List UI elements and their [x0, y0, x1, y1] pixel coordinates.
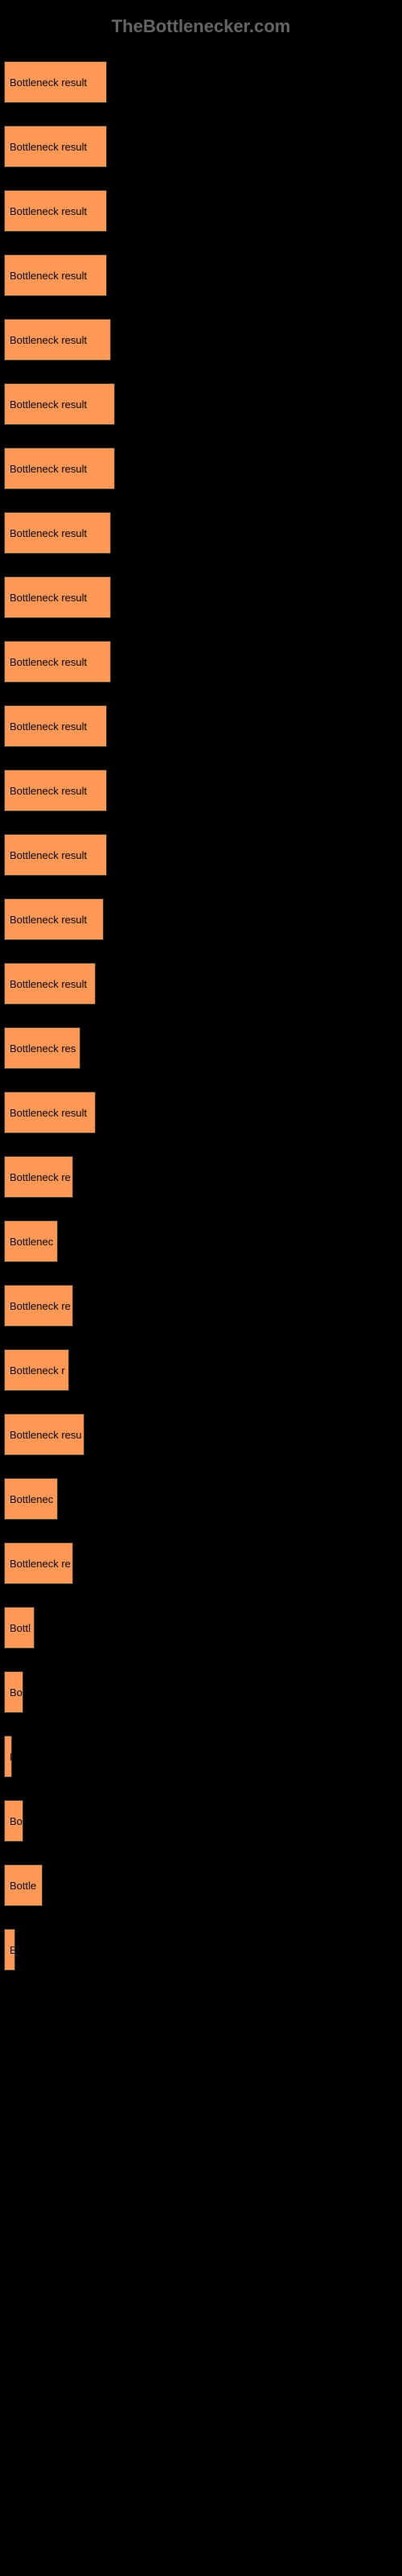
chart-bar: Bottleneck result — [4, 576, 111, 618]
bar-row: E — [4, 1929, 386, 1971]
chart-bar: Bottleneck result — [4, 641, 111, 683]
bar-row: Bottleneck result — [4, 512, 386, 554]
bar-row: Bottleneck result — [4, 383, 386, 425]
bar-row: Bottleneck result — [4, 705, 386, 747]
chart-bar: Bottleneck result — [4, 512, 111, 554]
chart-bar: Bottleneck result — [4, 61, 107, 103]
chart-bar: Bottleneck result — [4, 448, 115, 489]
bar-row: Bottleneck result — [4, 576, 386, 618]
chart-bar: Bottleneck re — [4, 1285, 73, 1327]
bar-row: Bottleneck result — [4, 834, 386, 876]
chart-bar: Bottleneck result — [4, 254, 107, 296]
bar-row: Bottlenec — [4, 1478, 386, 1520]
bar-row: Bottleneck result — [4, 963, 386, 1005]
chart-bar: Bottleneck result — [4, 319, 111, 361]
chart-bar: Bottleneck result — [4, 705, 107, 747]
chart-bar: Bottleneck result — [4, 383, 115, 425]
chart-bar: Bottleneck result — [4, 770, 107, 811]
chart-bar: Bottleneck r — [4, 1349, 69, 1391]
bar-row: Bo — [4, 1800, 386, 1842]
bar-row: Bottleneck result — [4, 190, 386, 232]
bar-row: Bottleneck re — [4, 1156, 386, 1198]
bar-row: Bottleneck result — [4, 254, 386, 296]
bar-row: Bottle — [4, 1864, 386, 1906]
chart-bar: Bottlenec — [4, 1478, 58, 1520]
bar-row: Bottleneck result — [4, 319, 386, 361]
bar-row: Bottleneck resu — [4, 1414, 386, 1455]
chart-bar: Bo — [4, 1671, 23, 1713]
bar-row: Bo — [4, 1671, 386, 1713]
bar-row: Bottleneck result — [4, 641, 386, 683]
chart-bar: Bottleneck re — [4, 1156, 73, 1198]
chart-bar: Bottle — [4, 1864, 43, 1906]
bar-row: Bottleneck result — [4, 898, 386, 940]
chart-bar: Bottlenec — [4, 1220, 58, 1262]
chart-bar: Bottleneck result — [4, 834, 107, 876]
chart-bar: Bottleneck result — [4, 190, 107, 232]
bar-row: Bottleneck res — [4, 1027, 386, 1069]
bar-row: Bottleneck r — [4, 1349, 386, 1391]
chart-bar: E — [4, 1736, 12, 1777]
chart-bar: Bottleneck result — [4, 1092, 96, 1133]
site-header: TheBottlenecker.com — [0, 16, 402, 37]
bar-row: Bottlenec — [4, 1220, 386, 1262]
chart-bar: Bottleneck result — [4, 126, 107, 167]
bar-row: Bottleneck result — [4, 126, 386, 167]
bar-row: Bottleneck result — [4, 770, 386, 811]
bar-row: Bottleneck re — [4, 1285, 386, 1327]
bar-row: Bottleneck result — [4, 1092, 386, 1133]
bar-row: E — [4, 1736, 386, 1777]
chart-bar: Bottleneck re — [4, 1542, 73, 1584]
bar-row: Bottleneck result — [4, 448, 386, 489]
bar-row: Bottleneck re — [4, 1542, 386, 1584]
bar-row: Bottl — [4, 1607, 386, 1649]
chart-bar: Bottl — [4, 1607, 35, 1649]
chart-bar: Bottleneck res — [4, 1027, 80, 1069]
bar-chart: Bottleneck result Bottleneck result Bottle… — [0, 61, 402, 1971]
chart-bar: E — [4, 1929, 15, 1971]
chart-bar: Bo — [4, 1800, 23, 1842]
chart-bar: Bottleneck result — [4, 963, 96, 1005]
axis-area — [0, 1993, 402, 2476]
chart-bar: Bottleneck result — [4, 898, 104, 940]
chart-bar: Bottleneck resu — [4, 1414, 84, 1455]
bar-row: Bottleneck result — [4, 61, 386, 103]
